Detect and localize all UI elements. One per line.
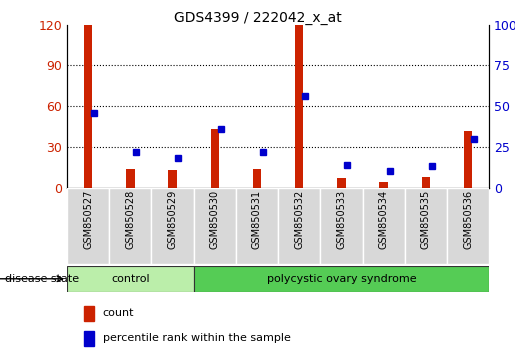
Bar (363, 188, 405, 264)
Text: GSM850529: GSM850529 (167, 190, 178, 249)
Text: GSM850532: GSM850532 (294, 190, 304, 249)
Bar (151, 188, 194, 264)
Bar (194, 188, 236, 264)
Text: GSM850528: GSM850528 (125, 190, 135, 249)
Text: GSM850536: GSM850536 (463, 190, 473, 249)
Text: GSM850535: GSM850535 (421, 190, 431, 249)
Text: polycystic ovary syndrome: polycystic ovary syndrome (267, 274, 416, 284)
Text: GSM850527: GSM850527 (83, 190, 93, 249)
Text: GSM850530: GSM850530 (210, 190, 220, 249)
Bar (422, 177, 430, 188)
Bar (380, 182, 388, 188)
Bar (337, 178, 346, 188)
Bar (126, 169, 134, 188)
Text: disease state: disease state (5, 274, 79, 284)
Bar (405, 188, 447, 264)
Bar (211, 129, 219, 188)
Bar (236, 188, 278, 264)
Bar (109, 188, 151, 264)
Bar (447, 188, 489, 264)
Text: GSM850531: GSM850531 (252, 190, 262, 249)
Text: percentile rank within the sample: percentile rank within the sample (103, 333, 291, 343)
Bar (67, 188, 109, 264)
Text: count: count (103, 308, 134, 318)
Bar (84, 25, 92, 188)
Bar (253, 169, 261, 188)
Bar (295, 25, 303, 188)
Bar (464, 131, 472, 188)
Bar (84, 306, 94, 321)
Bar (168, 170, 177, 188)
Bar (320, 188, 363, 264)
Text: GDS4399 / 222042_x_at: GDS4399 / 222042_x_at (174, 11, 341, 25)
Text: GSM850534: GSM850534 (379, 190, 389, 249)
Bar (67, 266, 194, 292)
Bar (278, 188, 320, 264)
Bar (84, 331, 94, 346)
Text: GSM850533: GSM850533 (336, 190, 347, 249)
Text: control: control (111, 274, 150, 284)
Bar (194, 266, 489, 292)
